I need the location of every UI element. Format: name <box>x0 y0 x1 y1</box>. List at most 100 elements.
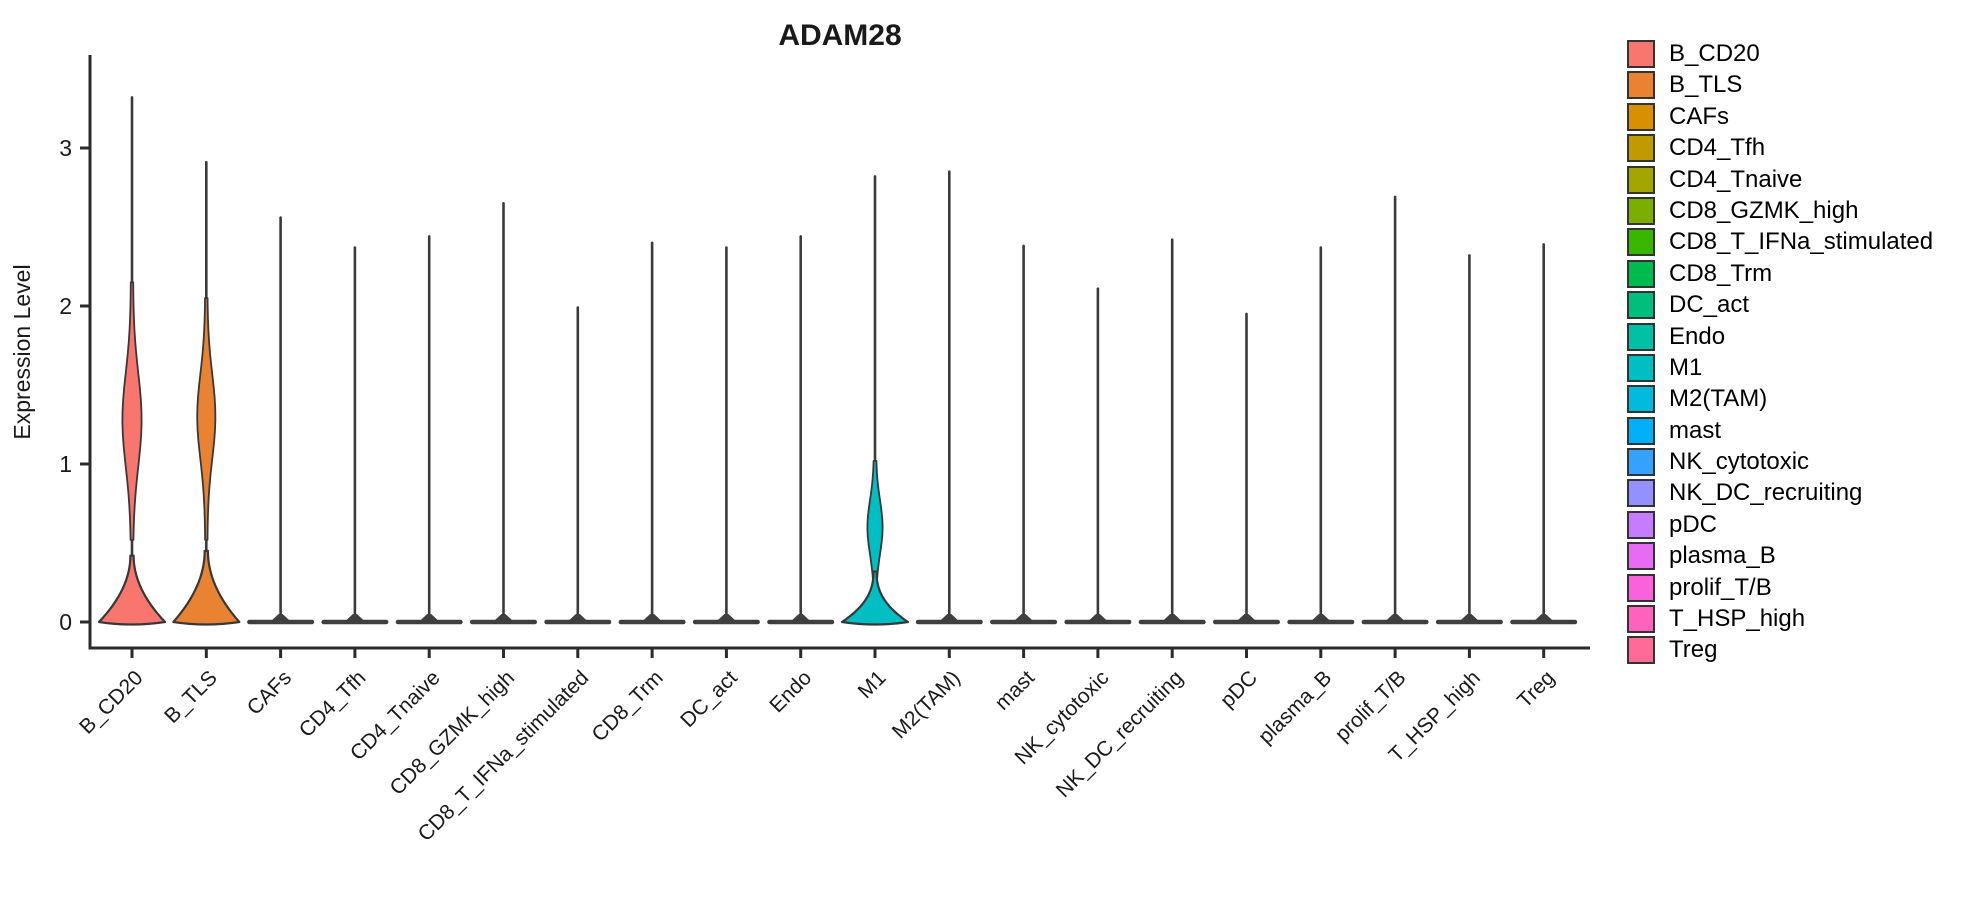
legend-label: DC_act <box>1669 291 1750 319</box>
violin-plasma_B <box>1287 246 1355 625</box>
violin-spindle <box>196 297 217 541</box>
legend-item-plasma_B: plasma_B <box>1627 542 1933 571</box>
violin-M2(TAM) <box>915 170 983 625</box>
legend-item-NK_DC_recruiting: NK_DC_recruiting <box>1627 479 1933 508</box>
violin-flat-body <box>544 619 612 625</box>
legend-item-CD8_T_IFNa_stimulated: CD8_T_IFNa_stimulated <box>1627 228 1933 257</box>
violin-bell <box>172 549 241 626</box>
x-axis-label: B_TLS <box>160 666 222 728</box>
legend-swatch <box>1627 542 1655 571</box>
legend-swatch <box>1627 228 1655 257</box>
violin-flat-body <box>321 619 389 625</box>
legend-swatch <box>1627 71 1655 100</box>
legend-item-M1: M1 <box>1627 353 1933 382</box>
violin-spike-base <box>1237 614 1256 621</box>
legend-label: M2(TAM) <box>1669 385 1768 413</box>
violin-flat-body <box>1435 619 1503 625</box>
violin-M1 <box>840 175 910 626</box>
legend-item-Endo: Endo <box>1627 322 1933 351</box>
violin-flat-body <box>1213 619 1280 625</box>
violin-spindle <box>866 459 884 589</box>
legend-label: CD8_GZMK_high <box>1669 196 1859 224</box>
x-axis-label: CD4_Tfh <box>295 666 371 742</box>
violin-spike-base <box>271 614 290 621</box>
legend-label: NK_cytotoxic <box>1669 448 1810 476</box>
legend-label: CD8_Trm <box>1669 259 1773 287</box>
y-tick-label: 3 <box>59 135 72 161</box>
legend-item-pDC: pDC <box>1627 510 1933 539</box>
x-axis-label: Endo <box>765 666 816 717</box>
legend-label: CAFs <box>1669 102 1729 130</box>
violin-CD4_Tnaive <box>395 235 463 625</box>
x-axis-label: M1 <box>854 666 891 703</box>
x-axis-label: DC_act <box>676 666 742 732</box>
legend-swatch <box>1627 134 1655 163</box>
x-axis-label: Treg <box>1513 666 1559 712</box>
legend-label: Treg <box>1669 636 1718 664</box>
violin-Treg <box>1510 243 1578 625</box>
legend-label: prolif_T/B <box>1669 573 1772 601</box>
violin-spike-base <box>420 614 439 621</box>
y-tick-label: 2 <box>59 293 72 319</box>
violin-spike-base <box>717 614 736 621</box>
violin-flat-body <box>767 619 835 625</box>
x-axis-label: mast <box>991 666 1040 715</box>
legend-item-M2(TAM): M2(TAM) <box>1627 385 1933 414</box>
x-axis-label: B_CD20 <box>75 666 147 738</box>
violin-flat-body <box>990 619 1058 625</box>
legend-swatch <box>1627 636 1655 665</box>
legend-swatch <box>1627 40 1655 68</box>
y-axis-title: Expression Level <box>9 264 35 439</box>
violin-flat-body <box>1064 619 1132 625</box>
legend-item-CAFs: CAFs <box>1627 102 1933 131</box>
violin-flat-body <box>1287 619 1355 625</box>
violin-DC_act <box>692 246 760 625</box>
violin-spike-base <box>1460 614 1479 621</box>
legend-label: CD4_Tnaive <box>1669 165 1803 193</box>
legend-swatch <box>1627 353 1655 382</box>
violin-NK_DC_recruiting <box>1138 238 1206 625</box>
violin-spike-base <box>643 614 662 621</box>
legend-label: pDC <box>1669 510 1718 538</box>
x-axis-label: NK_DC_recruiting <box>1052 666 1188 802</box>
legend-item-CD4_Tfh: CD4_Tfh <box>1627 134 1933 163</box>
violin-flat-body <box>915 619 983 625</box>
legend-item-CD8_Trm: CD8_Trm <box>1627 259 1933 288</box>
violin-NK_cytotoxic <box>1064 287 1132 625</box>
legend-label: CD4_Tfh <box>1669 134 1766 162</box>
violin-bell <box>840 570 910 626</box>
legend-swatch <box>1627 102 1655 131</box>
violin-flat-body <box>395 619 463 625</box>
x-axis-label: M2(TAM) <box>888 666 965 743</box>
x-axis-label: CD8_GZMK_high <box>386 666 519 799</box>
violin-spike-base <box>568 614 587 621</box>
violin-spike-base <box>1088 614 1107 621</box>
legend-label: plasma_B <box>1669 542 1776 570</box>
legend-item-CD4_Tnaive: CD4_Tnaive <box>1627 165 1933 194</box>
violin-spindle <box>121 281 143 541</box>
violin-prolif_T/B <box>1361 195 1429 625</box>
violin-flat-body <box>692 619 760 625</box>
legend-item-NK_cytotoxic: NK_cytotoxic <box>1627 448 1933 477</box>
legend-label: B_CD20 <box>1669 40 1760 67</box>
violin-flat-body <box>247 619 315 625</box>
legend-swatch <box>1627 322 1655 351</box>
legend-item-DC_act: DC_act <box>1627 291 1933 320</box>
legend-label: NK_DC_recruiting <box>1669 479 1863 507</box>
violin-flat-body <box>1361 619 1429 625</box>
violin-bell <box>97 554 167 626</box>
legend-swatch <box>1627 448 1655 477</box>
legend-swatch <box>1627 416 1655 445</box>
legend-item-B_TLS: B_TLS <box>1627 71 1933 100</box>
legend: B_CD20 B_TLS CAFs CD4_Tfh CD4_Tnaive CD8_GZMK… <box>1627 40 1933 668</box>
legend-swatch <box>1627 605 1655 634</box>
violin-spike-base <box>1163 614 1182 621</box>
legend-label: Endo <box>1669 322 1726 350</box>
legend-item-T_HSP_high: T_HSP_high <box>1627 605 1933 634</box>
violin-B_TLS <box>172 160 241 626</box>
x-axis-label: prolif_T/B <box>1331 666 1411 746</box>
legend-item-prolif_T/B: prolif_T/B <box>1627 573 1933 602</box>
legend-swatch <box>1627 259 1655 288</box>
